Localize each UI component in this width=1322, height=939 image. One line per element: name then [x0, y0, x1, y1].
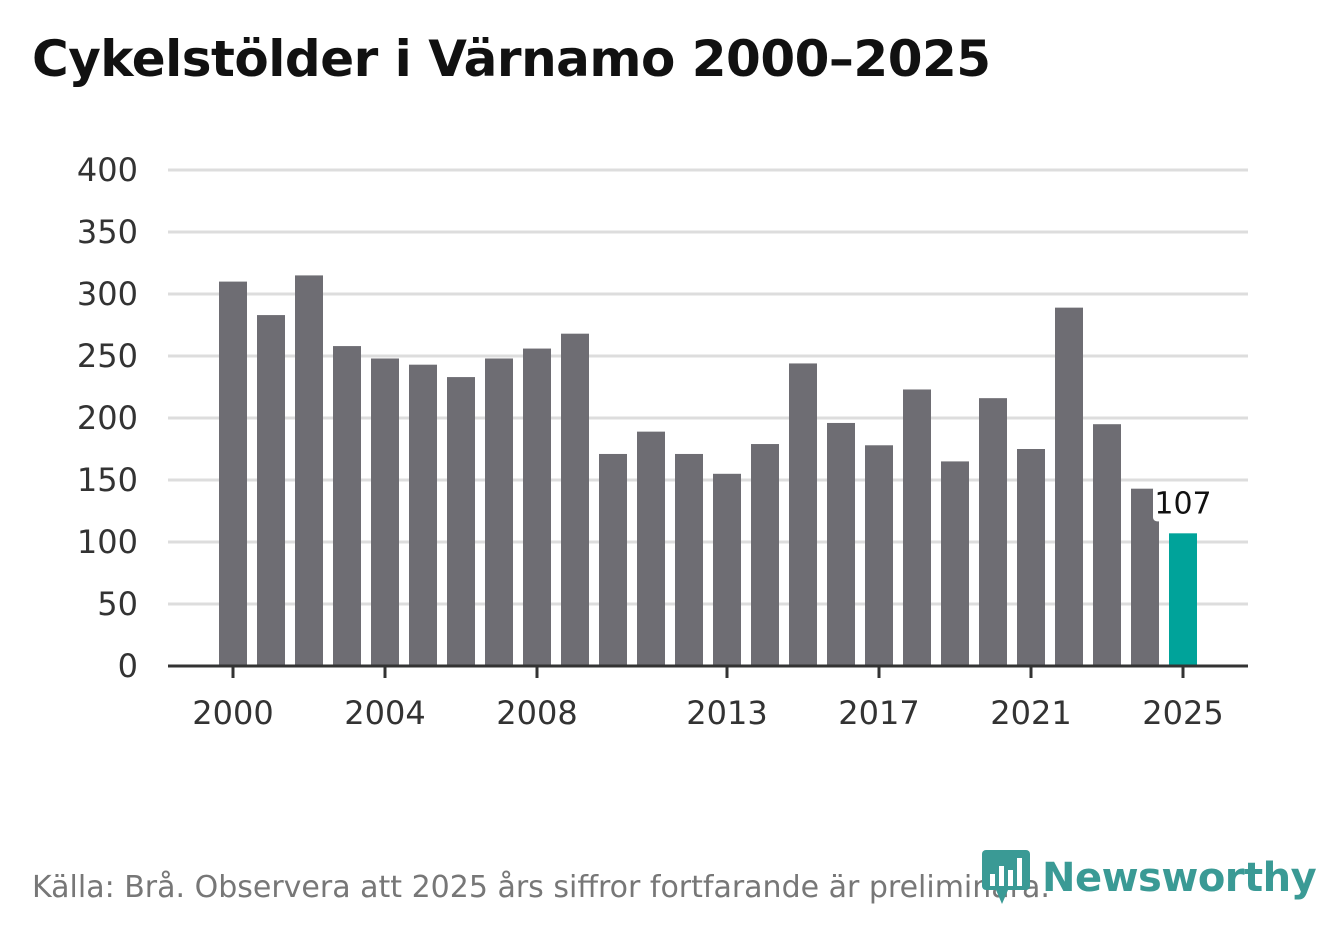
bar-2001 — [257, 315, 285, 666]
bar-2004 — [371, 358, 399, 666]
x-tick-label: 2008 — [496, 694, 577, 732]
bar-2019 — [941, 461, 969, 666]
source-note: Källa: Brå. Observera att 2025 års siffr… — [32, 870, 1050, 905]
chart-title: Cykelstölder i Värnamo 2000–2025 — [32, 30, 991, 88]
gridlines — [168, 168, 1248, 606]
bar-2021 — [1017, 449, 1045, 666]
bar-2003 — [333, 346, 361, 666]
bar-2020 — [979, 398, 1007, 666]
data-label-background — [1153, 485, 1213, 522]
bar-2009 — [561, 333, 589, 666]
y-axis-ticks: 0 50 100 150 200 250 300 350 400 — [77, 151, 138, 685]
bar-2010 — [599, 453, 627, 666]
bar-2006 — [447, 377, 475, 666]
data-labels: 107 — [1153, 485, 1213, 522]
y-tick-label: 200 — [77, 399, 138, 437]
bar-2025 — [1169, 533, 1197, 666]
bars — [219, 275, 1197, 666]
data-label: 107 — [1154, 486, 1211, 521]
bar-2022 — [1055, 307, 1083, 666]
y-tick-label: 100 — [77, 523, 138, 561]
newsworthy-logo-icon — [982, 850, 1030, 904]
y-tick-label: 0 — [118, 647, 138, 685]
y-tick-label: 50 — [97, 585, 138, 623]
brand-logo: Newsworthy — [980, 848, 1317, 908]
bar-2000 — [219, 281, 247, 666]
bar-2017 — [865, 445, 893, 666]
y-tick-label: 150 — [77, 461, 138, 499]
bar-2023 — [1093, 424, 1121, 666]
bar-2016 — [827, 422, 855, 666]
y-tick-label: 300 — [77, 275, 138, 313]
x-tick-label: 2021 — [990, 694, 1071, 732]
bar-2005 — [409, 364, 437, 666]
x-tick-label: 2013 — [686, 694, 767, 732]
x-axis-ticks: 2000 2004 2008 2013 2017 2021 2025 — [192, 666, 1224, 732]
x-tick-label: 2017 — [838, 694, 919, 732]
y-tick-label: 400 — [77, 151, 138, 189]
x-tick-label: 2025 — [1142, 694, 1223, 732]
bar-2014 — [751, 444, 779, 666]
bar-2015 — [789, 363, 817, 666]
brand-name: Newsworthy — [1042, 855, 1317, 901]
y-tick-label: 250 — [77, 337, 138, 375]
bar-2013 — [713, 473, 741, 666]
y-tick-label: 350 — [77, 213, 138, 251]
x-tick-label: 2004 — [344, 694, 425, 732]
bar-chart: 0 50 100 150 200 250 300 350 400 2000 2004 2008 201… — [77, 151, 1248, 732]
bar-2007 — [485, 358, 513, 666]
bar-2012 — [675, 453, 703, 666]
bar-2008 — [523, 348, 551, 666]
x-tick-label: 2000 — [192, 694, 273, 732]
bar-2011 — [637, 431, 665, 666]
bar-2018 — [903, 389, 931, 666]
bar-2002 — [295, 275, 323, 666]
